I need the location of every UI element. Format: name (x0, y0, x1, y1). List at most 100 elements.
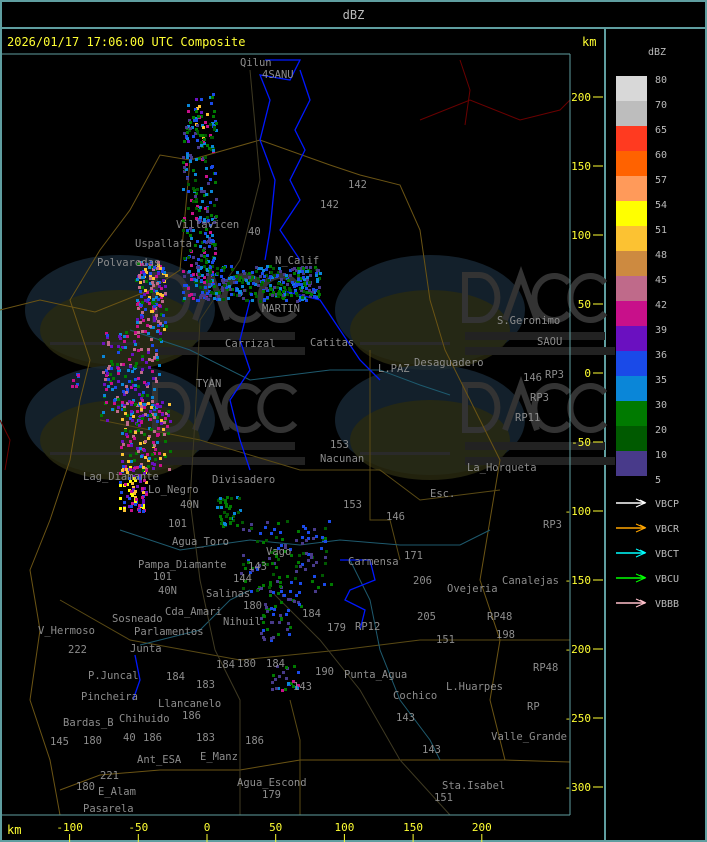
radar-echo-pixel (137, 377, 140, 380)
radar-echo-pixel (293, 600, 296, 603)
radar-echo-pixel (121, 453, 124, 456)
radar-echo-pixel (130, 401, 133, 404)
radar-echo-pixel (254, 283, 257, 286)
radar-echo-pixel (272, 613, 275, 616)
radar-echo-pixel (187, 256, 190, 259)
place-label: Nacunan (320, 453, 364, 465)
place-label: 222 (68, 644, 87, 656)
radar-echo-pixel (237, 511, 240, 514)
radar-echo-pixel (212, 240, 215, 243)
x-tick-label: -50 (128, 821, 148, 834)
radar-echo-pixel (236, 288, 239, 291)
radar-echo-pixel (145, 280, 148, 283)
radar-echo-pixel (277, 558, 280, 561)
radar-echo-pixel (146, 324, 149, 327)
radar-echo-pixel (194, 195, 197, 198)
radar-echo-pixel (221, 289, 224, 292)
radar-echo-pixel (270, 288, 273, 291)
radar-echo-pixel (134, 365, 137, 368)
reservoir-outline (229, 299, 251, 471)
radar-echo-pixel (143, 433, 146, 436)
radar-echo-pixel (151, 310, 154, 313)
radar-echo-pixel (213, 128, 216, 131)
radar-echo-pixel (146, 300, 149, 303)
radar-echo-pixel (203, 265, 206, 268)
place-label: 40N (158, 585, 177, 597)
radar-echo-pixel (106, 336, 109, 339)
radar-echo-pixel (230, 497, 233, 500)
radar-echo-pixel (318, 286, 321, 289)
radar-echo-pixel (160, 313, 163, 316)
radar-echo-pixel (203, 142, 206, 145)
radar-echo-pixel (295, 565, 298, 568)
radar-echo-pixel (309, 274, 312, 277)
radar-echo-pixel (107, 367, 110, 370)
radar-echo-pixel (259, 300, 262, 303)
place-label: RP11 (515, 412, 540, 424)
radar-echo-pixel (269, 275, 272, 278)
place-label: Lo_Negro (148, 484, 199, 496)
radar-echo-pixel (186, 153, 189, 156)
radar-echo-pixel (296, 687, 299, 690)
radar-echo-pixel (185, 284, 188, 287)
reservoir-outline (279, 289, 381, 381)
radar-echo-pixel (218, 298, 221, 301)
radar-echo-pixel (316, 278, 319, 281)
radar-echo-pixel (316, 280, 319, 283)
radar-echo-pixel (140, 397, 143, 400)
radar-echo-pixel (207, 260, 210, 263)
radar-echo-pixel (189, 121, 192, 124)
place-label: 143 (293, 681, 312, 693)
radar-echo-pixel (186, 131, 189, 134)
radar-echo-pixel (122, 468, 125, 471)
radar-echo-pixel (151, 400, 154, 403)
radar-echo-pixel (259, 267, 262, 270)
radar-echo-pixel (297, 278, 300, 281)
radar-echo-pixel (157, 261, 160, 264)
radar-echo-pixel (262, 561, 265, 564)
radar-echo-pixel (129, 468, 132, 471)
radar-echo-pixel (232, 293, 235, 296)
radar-echo-pixel (198, 157, 201, 160)
radar-echo-pixel (257, 277, 260, 280)
radar-arrow-icon (635, 498, 647, 508)
radar-echo-pixel (188, 129, 191, 132)
y-tick-label: 0 (584, 367, 591, 380)
radar-echo-pixel (215, 129, 218, 132)
x-tick-label: 0 (204, 821, 211, 834)
radar-echo-pixel (144, 308, 147, 311)
place-label: 184 (302, 608, 321, 620)
radar-echo-pixel (119, 484, 122, 487)
radar-echo-pixel (141, 399, 144, 402)
radar-echo-pixel (124, 375, 127, 378)
place-label: 179 (262, 789, 281, 801)
radar-echo-pixel (226, 288, 229, 291)
radar-echo-pixel (202, 140, 205, 143)
radar-echo-pixel (271, 294, 274, 297)
radar-echo-pixel (183, 284, 186, 287)
radar-echo-pixel (277, 592, 280, 595)
radar-echo-pixel (116, 410, 119, 413)
radar-echo-pixel (140, 371, 143, 374)
radar-echo-pixel (294, 290, 297, 293)
radar-echo-pixel (107, 385, 110, 388)
radar-echo-pixel (140, 421, 143, 424)
place-label: Nihuil (223, 616, 261, 628)
radar-echo-pixel (183, 170, 186, 173)
radar-echo-pixel (262, 290, 265, 293)
radar-arrow-icon (635, 573, 647, 583)
radar-echo-pixel (185, 135, 188, 138)
radar-echo-pixel (198, 105, 201, 108)
radar-echo-pixel (271, 688, 274, 691)
place-label: Parlamentos (134, 626, 204, 638)
radar-echo-pixel (297, 561, 300, 564)
radar-echo-pixel (287, 609, 290, 612)
radar-echo-pixel (195, 217, 198, 220)
radar-echo-pixel (132, 415, 135, 418)
radar-echo-pixel (148, 457, 151, 460)
radar-echo-pixel (218, 283, 221, 286)
radar-echo-pixel (156, 403, 159, 406)
radar-echo-pixel (148, 266, 151, 269)
